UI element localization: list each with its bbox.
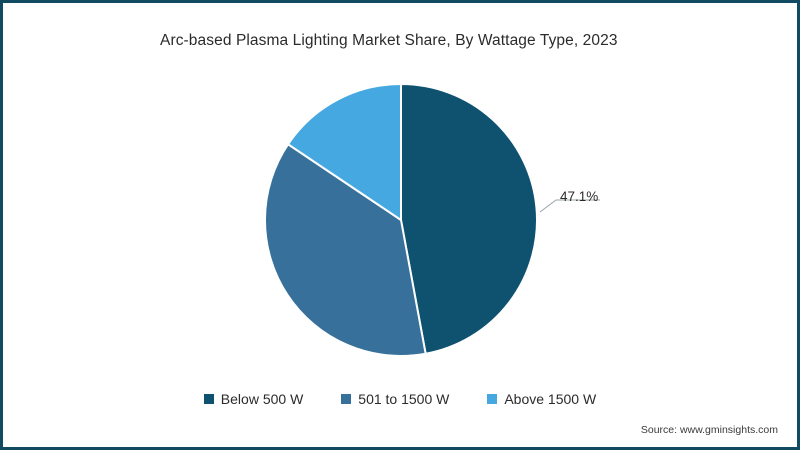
source-note: Source: www.gminsights.com (640, 424, 778, 436)
chart-title: Arc-based Plasma Lighting Market Share, … (160, 32, 618, 49)
legend-swatch-icon (487, 394, 498, 404)
pie-slice[interactable] (264, 142, 427, 357)
legend-label: Above 1500 W (504, 391, 597, 407)
legend-swatch-icon (341, 394, 352, 404)
legend-swatch-icon (203, 394, 214, 404)
figure-border-left (0, 0, 3, 450)
legend-item-above-1500w[interactable]: Above 1500 W (487, 391, 596, 407)
figure-border-right (797, 0, 800, 450)
legend-label: Below 500 W (220, 391, 304, 407)
figure-border-bottom (0, 447, 800, 450)
pie-slice[interactable] (286, 82, 402, 222)
pie-slice[interactable] (400, 82, 538, 355)
figure-border-top (0, 0, 800, 3)
chart-legend: Below 500 W 501 to 1500 W Above 1500 W (0, 391, 800, 407)
pie-slice-group (264, 82, 538, 357)
legend-label: 501 to 1500 W (358, 391, 450, 407)
pie-data-label-largest: 47.1% (560, 189, 599, 204)
legend-item-below-500w[interactable]: Below 500 W (203, 391, 304, 407)
legend-item-501-to-1500w[interactable]: 501 to 1500 W (341, 391, 449, 407)
